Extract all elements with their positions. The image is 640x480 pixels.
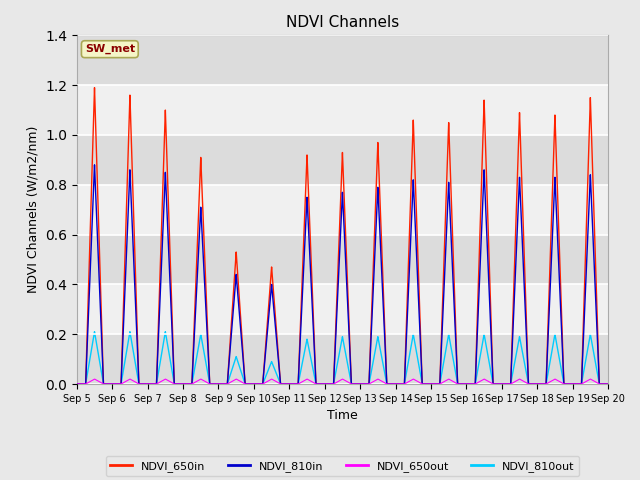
Bar bbox=[77, 85, 608, 135]
NDVI_650in bbox=[469, 381, 477, 387]
Line: NDVI_810in: NDVI_810in bbox=[77, 165, 608, 384]
NDVI_650out bbox=[73, 381, 81, 387]
NDVI_650in bbox=[315, 381, 323, 387]
Line: NDVI_650in: NDVI_650in bbox=[77, 88, 608, 384]
Bar bbox=[77, 235, 608, 284]
Text: SW_met: SW_met bbox=[84, 44, 135, 54]
NDVI_650out bbox=[604, 381, 612, 387]
Y-axis label: NDVI Channels (W/m2/nm): NDVI Channels (W/m2/nm) bbox=[26, 126, 40, 293]
NDVI_650in bbox=[433, 381, 441, 387]
NDVI_650in bbox=[528, 381, 536, 387]
NDVI_810in bbox=[449, 271, 456, 276]
NDVI_810in bbox=[469, 381, 477, 387]
Legend: NDVI_650in, NDVI_810in, NDVI_650out, NDVI_810out: NDVI_650in, NDVI_810in, NDVI_650out, NDV… bbox=[106, 456, 579, 476]
Line: NDVI_810out: NDVI_810out bbox=[77, 332, 608, 384]
NDVI_810out bbox=[604, 381, 612, 387]
NDVI_810out bbox=[523, 373, 531, 379]
Bar bbox=[77, 334, 608, 384]
NDVI_810in bbox=[73, 381, 81, 387]
NDVI_810in bbox=[91, 162, 99, 168]
Line: NDVI_650out: NDVI_650out bbox=[77, 379, 608, 384]
NDVI_810in bbox=[523, 347, 531, 353]
Title: NDVI Channels: NDVI Channels bbox=[286, 15, 399, 30]
NDVI_810out bbox=[73, 381, 81, 387]
NDVI_810out bbox=[449, 354, 456, 360]
NDVI_810in bbox=[528, 381, 536, 387]
NDVI_650in bbox=[73, 381, 81, 387]
NDVI_810in bbox=[315, 381, 323, 387]
X-axis label: Time: Time bbox=[327, 409, 358, 422]
Bar bbox=[77, 36, 608, 85]
NDVI_650out bbox=[433, 381, 441, 387]
NDVI_650in bbox=[604, 381, 612, 387]
NDVI_810in bbox=[433, 381, 441, 387]
NDVI_650in bbox=[91, 85, 99, 91]
NDVI_810out bbox=[528, 381, 536, 387]
NDVI_650in bbox=[449, 238, 456, 244]
NDVI_810out bbox=[433, 381, 441, 387]
Bar bbox=[77, 284, 608, 334]
Bar bbox=[77, 185, 608, 235]
NDVI_810out bbox=[469, 381, 477, 387]
Bar bbox=[77, 135, 608, 185]
NDVI_650out bbox=[528, 381, 536, 387]
NDVI_650out bbox=[315, 381, 323, 387]
NDVI_650out bbox=[586, 376, 594, 382]
NDVI_650out bbox=[449, 378, 456, 384]
NDVI_650in bbox=[523, 336, 531, 342]
NDVI_650out bbox=[523, 380, 531, 386]
NDVI_810in bbox=[604, 381, 612, 387]
NDVI_810out bbox=[315, 381, 323, 387]
NDVI_650out bbox=[469, 381, 477, 387]
NDVI_810out bbox=[91, 329, 99, 335]
